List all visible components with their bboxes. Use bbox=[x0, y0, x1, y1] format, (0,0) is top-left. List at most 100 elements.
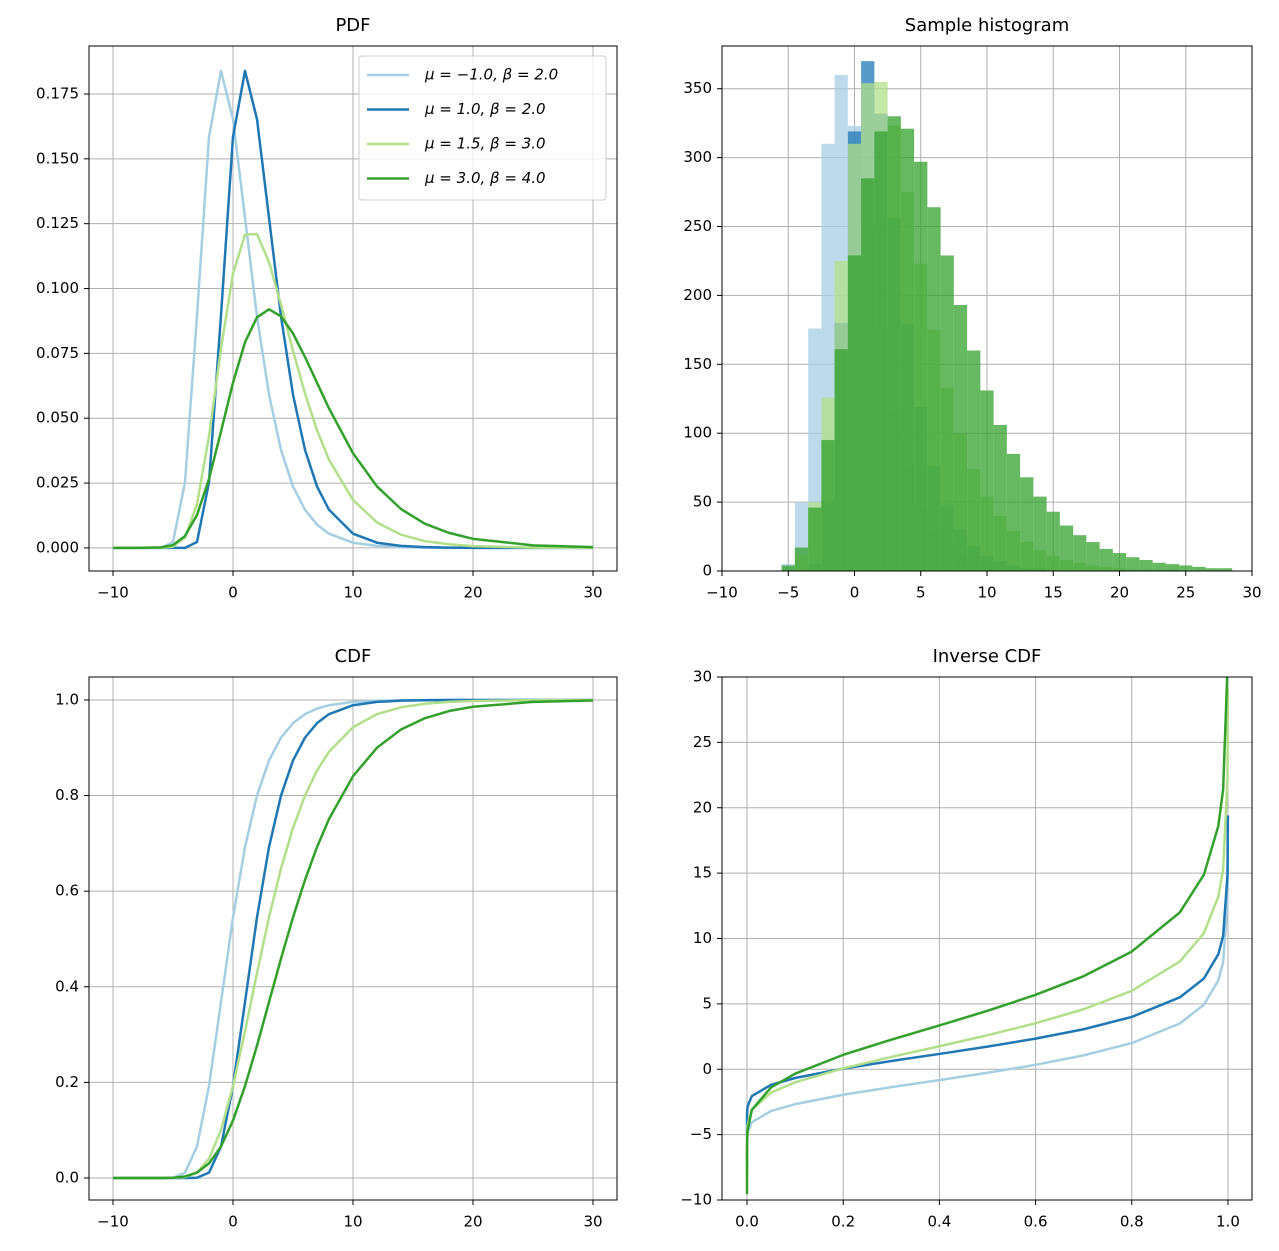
y-tick-label: 0.000 bbox=[36, 538, 79, 556]
y-tick-label: 0.175 bbox=[36, 84, 79, 102]
y-tick-label: 200 bbox=[683, 286, 712, 304]
legend-label: μ = −1.0, β = 2.0 bbox=[424, 66, 558, 84]
y-tick-label: 15 bbox=[693, 864, 712, 882]
bar bbox=[1139, 559, 1153, 571]
x-tick-label: 1.0 bbox=[1216, 1213, 1240, 1231]
bar bbox=[953, 305, 968, 571]
plot-area bbox=[781, 61, 1233, 571]
x-tick-label: 10 bbox=[343, 1213, 362, 1231]
bar bbox=[1165, 564, 1180, 571]
bar bbox=[821, 440, 835, 571]
x-tick-label: 20 bbox=[463, 584, 482, 602]
legend-frame bbox=[358, 55, 607, 201]
y-tick-label: 0.025 bbox=[36, 474, 79, 492]
line bbox=[113, 308, 594, 550]
bar bbox=[1073, 535, 1087, 571]
bar bbox=[1126, 557, 1140, 571]
x-tick-label: 20 bbox=[1110, 584, 1129, 602]
chart-title: PDF bbox=[335, 15, 370, 36]
bar bbox=[887, 116, 901, 571]
y-tick-label: 0.125 bbox=[36, 214, 79, 232]
bar bbox=[993, 424, 1007, 571]
bar bbox=[1179, 565, 1193, 571]
x-tick-label: 0.8 bbox=[1120, 1213, 1144, 1231]
bar bbox=[1099, 548, 1113, 571]
x-tick-label: 30 bbox=[1242, 584, 1261, 602]
plot-area bbox=[113, 69, 594, 550]
bar bbox=[900, 128, 915, 571]
bar bbox=[980, 390, 994, 571]
legend-label: μ = 1.0, β = 2.0 bbox=[424, 100, 546, 118]
bar bbox=[1046, 511, 1060, 571]
line bbox=[113, 699, 594, 1180]
y-tick-label: 0.075 bbox=[36, 344, 79, 362]
x-tick-label: 15 bbox=[1044, 584, 1063, 602]
x-tick-label: 0 bbox=[228, 584, 238, 602]
x-tick-label: 30 bbox=[583, 1213, 602, 1231]
x-tick-label: 10 bbox=[977, 584, 996, 602]
bar bbox=[781, 565, 795, 571]
bar bbox=[861, 178, 875, 571]
x-tick-label: −10 bbox=[97, 584, 129, 602]
line bbox=[745, 677, 1229, 1195]
chart-title: CDF bbox=[335, 646, 372, 667]
y-tick-label: 50 bbox=[693, 493, 712, 511]
y-tick-label: 0.6 bbox=[55, 882, 79, 900]
plot-area bbox=[745, 677, 1230, 1195]
y-tick-label: 20 bbox=[693, 798, 712, 816]
legend: μ = −1.0, β = 2.0 μ = 1.0, β = 2.0 μ = 1.5… bbox=[358, 55, 607, 201]
bar bbox=[1218, 568, 1233, 571]
bar bbox=[1059, 525, 1074, 571]
y-tick-label: 30 bbox=[693, 668, 712, 686]
x-tick-label: −5 bbox=[777, 584, 799, 602]
x-tick-label: 5 bbox=[916, 584, 926, 602]
bar bbox=[1006, 453, 1021, 571]
y-tick-label: 300 bbox=[683, 148, 712, 166]
bar bbox=[847, 255, 862, 571]
chart-title: Sample histogram bbox=[905, 15, 1069, 36]
axes-frame bbox=[88, 676, 618, 1201]
y-tick-label: 0 bbox=[702, 1060, 712, 1078]
bar bbox=[940, 255, 954, 571]
x-tick-label: 20 bbox=[463, 1213, 482, 1231]
y-tick-label: 0.0 bbox=[55, 1169, 79, 1187]
x-tick-label: 0.4 bbox=[927, 1213, 951, 1231]
x-tick-label: 30 bbox=[583, 584, 602, 602]
y-tick-label: 0.2 bbox=[55, 1073, 79, 1091]
bar bbox=[1033, 496, 1047, 571]
y-tick-label: 350 bbox=[683, 79, 712, 97]
y-tick-label: −5 bbox=[690, 1125, 712, 1143]
plot-area bbox=[113, 698, 594, 1180]
x-tick-label: 0 bbox=[228, 1213, 238, 1231]
y-tick-label: 0.4 bbox=[55, 977, 79, 995]
x-tick-label: 0.2 bbox=[831, 1213, 855, 1231]
bar bbox=[927, 207, 941, 571]
x-tick-label: −10 bbox=[706, 584, 738, 602]
x-tick-label: 0.0 bbox=[735, 1213, 759, 1231]
x-tick-label: 10 bbox=[343, 584, 362, 602]
y-tick-label: 100 bbox=[683, 424, 712, 442]
axes-frame bbox=[721, 45, 1253, 572]
bar bbox=[1192, 566, 1206, 571]
legend-label: μ = 3.0, β = 4.0 bbox=[424, 169, 546, 187]
axes-frame bbox=[88, 45, 618, 572]
x-tick-label: 25 bbox=[1176, 584, 1195, 602]
y-tick-label: 25 bbox=[693, 733, 712, 751]
y-tick-label: 0.100 bbox=[36, 279, 79, 297]
y-tick-label: 5 bbox=[702, 994, 712, 1012]
y-tick-label: −10 bbox=[680, 1191, 712, 1209]
bar bbox=[1086, 542, 1100, 571]
bar bbox=[1205, 568, 1219, 571]
y-tick-label: 0 bbox=[702, 562, 712, 580]
bar bbox=[808, 507, 822, 571]
subplot: −10 0 10 20 30 0.0 0.2 0.4 0.6 0.8 1.0 CDF bbox=[55, 646, 618, 1231]
line bbox=[745, 815, 1230, 1139]
subplot: 0.0 0.2 0.4 0.6 0.8 1.0 −10 −5 0 5 10 15 20 25 30 Inver… bbox=[680, 646, 1253, 1231]
y-tick-label: 150 bbox=[683, 355, 712, 373]
y-tick-label: 10 bbox=[693, 929, 712, 947]
bar bbox=[1152, 562, 1166, 571]
bar bbox=[834, 349, 848, 571]
y-tick-label: 0.8 bbox=[55, 786, 79, 804]
bar bbox=[794, 547, 809, 571]
